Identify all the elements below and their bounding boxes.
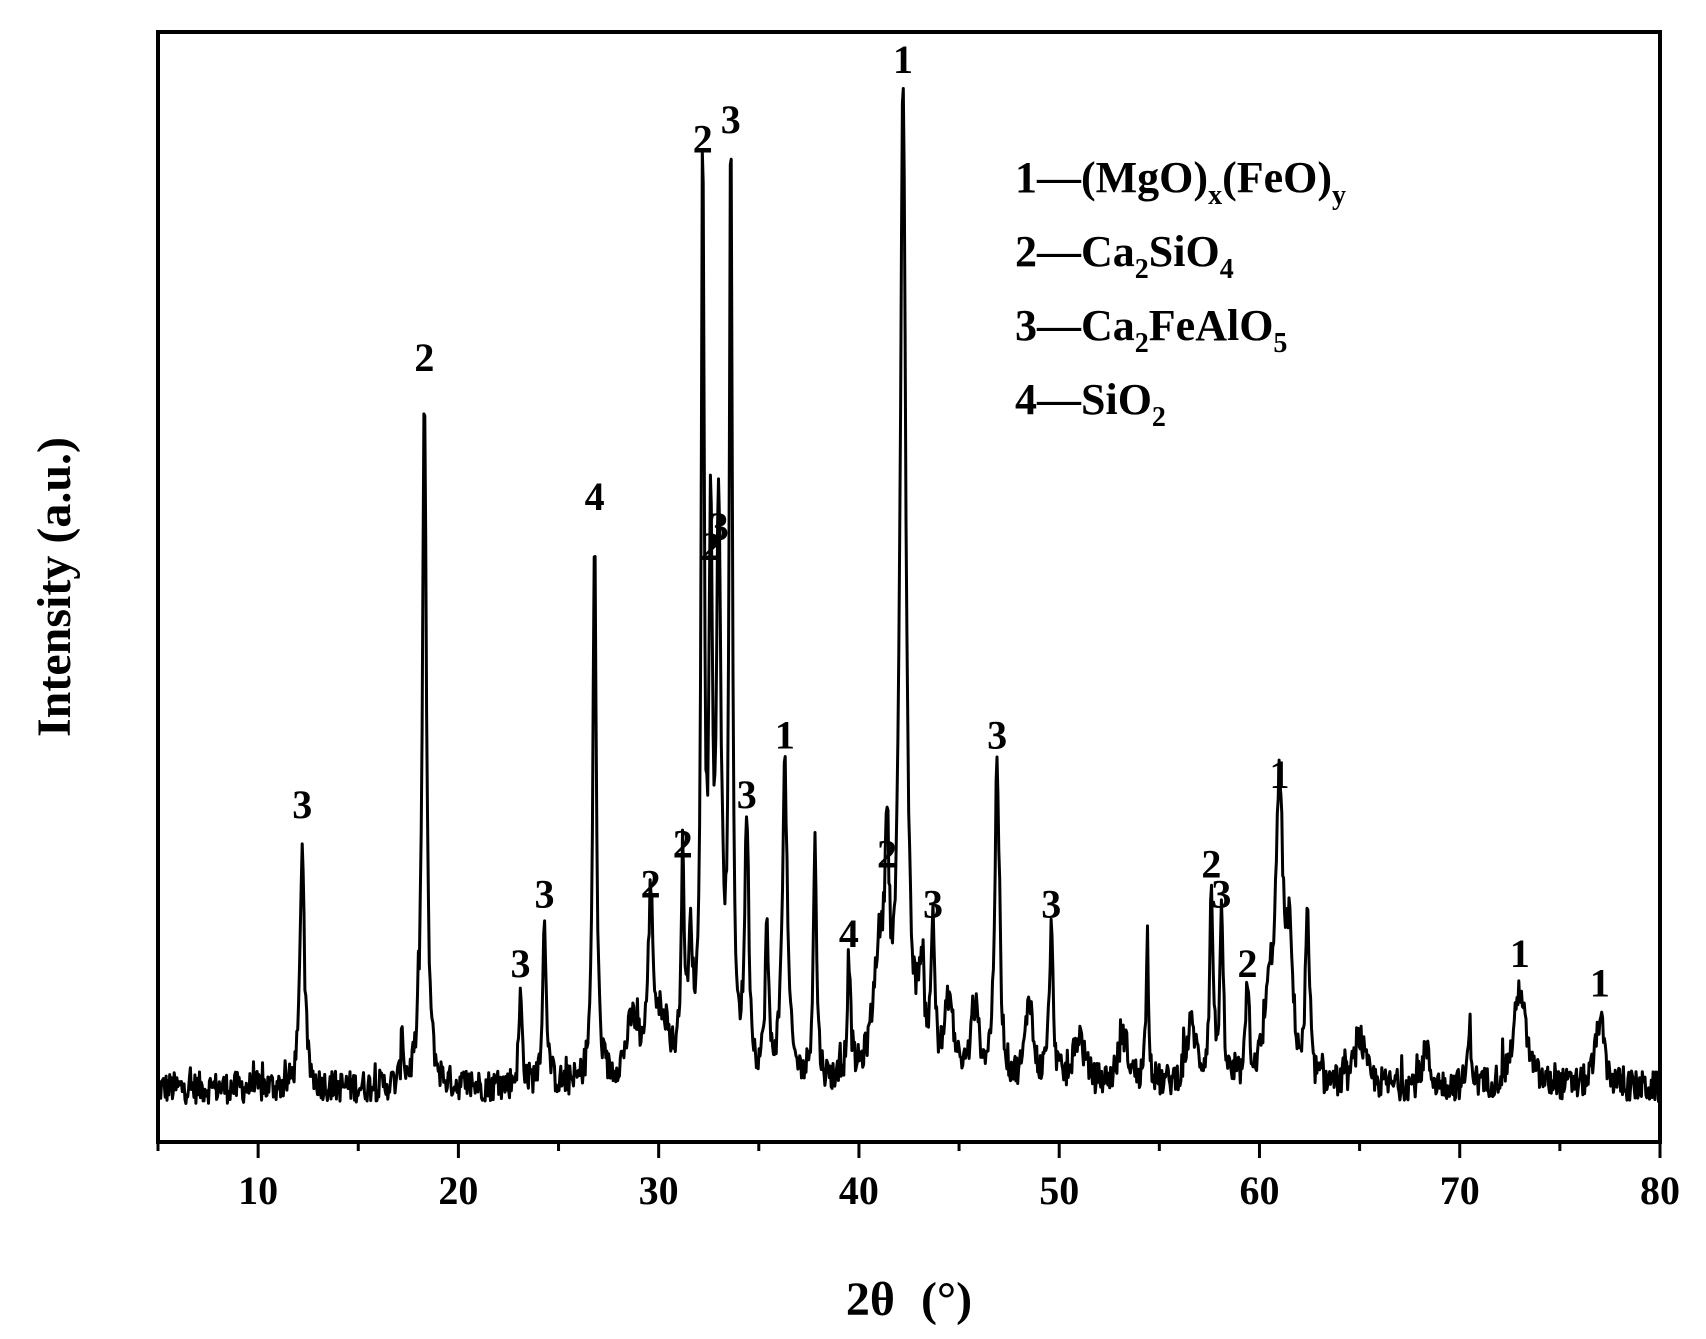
- peak-label: 2: [673, 822, 693, 867]
- peak-label: 3: [1041, 881, 1061, 926]
- peak-label: 3: [510, 941, 530, 986]
- x-tick-label: 50: [1039, 1168, 1079, 1213]
- peak-label: 2: [877, 832, 897, 877]
- x-tick-label: 20: [438, 1168, 478, 1213]
- x-axis-unit: (°): [921, 1273, 972, 1326]
- peak-label: 3: [987, 712, 1007, 757]
- peak-label: 4: [839, 911, 859, 956]
- x-axis-ticks: [156, 1142, 1662, 1158]
- legend-entry-3: 3—Ca2FeAlO5: [1015, 301, 1287, 359]
- legend-entry-4: 4—SiO2: [1015, 375, 1166, 433]
- peak-label: 1: [1510, 931, 1530, 976]
- x-tick-label: 10: [238, 1168, 278, 1213]
- x-axis-title: 2θ (°): [846, 1273, 972, 1326]
- xrd-pattern-line: [157, 87, 1661, 1105]
- x-tick-label: 80: [1640, 1168, 1680, 1213]
- peak-label: 1: [893, 37, 913, 82]
- peak-label: 2: [693, 117, 713, 162]
- phase-legend: 1—(MgO)x(FeO)y 2—Ca2SiO4 3—Ca2FeAlO5 4—SiO2: [1015, 153, 1346, 433]
- plot-frame: [156, 30, 1662, 1144]
- x-axis-label: 2θ: [846, 1273, 895, 1326]
- y-axis-title: Intensity (a.u.): [28, 437, 81, 737]
- peak-label: 4: [585, 474, 605, 519]
- x-tick-label: 60: [1239, 1168, 1279, 1213]
- legend-entry-2: 2—Ca2SiO4: [1015, 227, 1234, 285]
- peak-label: 3: [535, 871, 555, 916]
- x-tick-label: 30: [639, 1168, 679, 1213]
- x-tick-label: 70: [1440, 1168, 1480, 1213]
- peak-label: 1: [1269, 752, 1289, 797]
- peak-label: 2: [701, 524, 721, 569]
- legend-entry-1: 1—(MgO)x(FeO)y: [1015, 153, 1346, 211]
- peak-label: 3: [923, 881, 943, 926]
- peak-label: 1: [1590, 961, 1610, 1006]
- peak-label: 2: [641, 861, 661, 906]
- peak-label: 3: [721, 97, 741, 142]
- peak-label: 3: [292, 782, 312, 827]
- peak-label: 3: [709, 504, 729, 549]
- x-axis-tick-labels: 10 20 30 40 50 60 70 80: [238, 1168, 1680, 1213]
- peak-label: 1: [775, 712, 795, 757]
- peak-label: 3: [1211, 871, 1231, 916]
- peak-label: 2: [1201, 842, 1221, 887]
- peak-label: 2: [1237, 941, 1257, 986]
- peak-label: 2: [414, 335, 434, 380]
- peak-label: 3: [737, 772, 757, 817]
- x-tick-label: 40: [839, 1168, 879, 1213]
